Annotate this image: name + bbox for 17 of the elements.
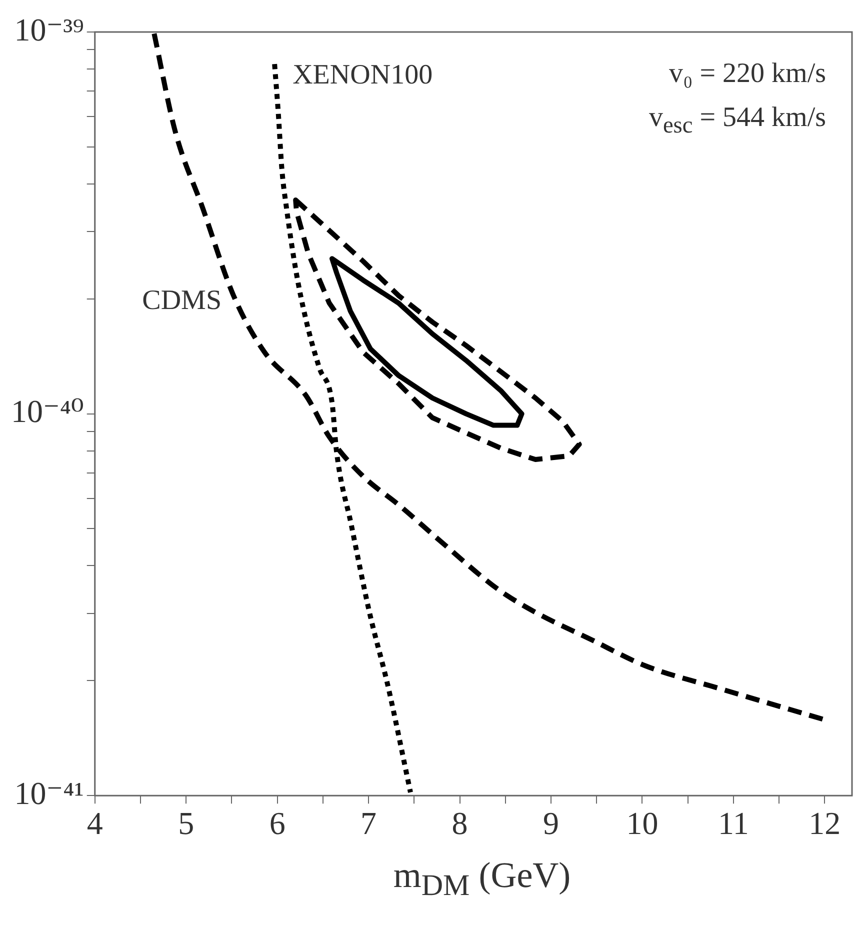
y-tick-label: 10⁻³⁹ (14, 11, 84, 48)
annotation: v₀ = 220 km/s (668, 57, 826, 91)
series-label: XENON100 (292, 59, 433, 90)
annotation: v$_{esc}$ = 544 km/s (648, 101, 826, 141)
x-tick-label: 4 (86, 805, 103, 842)
y-tick-label: 10⁻⁴⁰ (11, 393, 84, 430)
x-tick-label: 8 (452, 805, 468, 842)
x-tick-label: 7 (360, 805, 377, 842)
x-tick-label: 9 (542, 805, 559, 842)
x-axis-title: m$_{DM}$ (GeV) (392, 854, 572, 904)
series-label: CDMS (142, 284, 222, 316)
x-tick-label: 10 (626, 805, 658, 842)
x-tick-label: 11 (718, 805, 749, 842)
x-tick-label: 6 (269, 805, 286, 842)
x-tick-label: 5 (178, 805, 194, 842)
x-tick-label: 12 (808, 805, 841, 842)
y-tick-label: 10⁻⁴¹ (14, 775, 84, 812)
